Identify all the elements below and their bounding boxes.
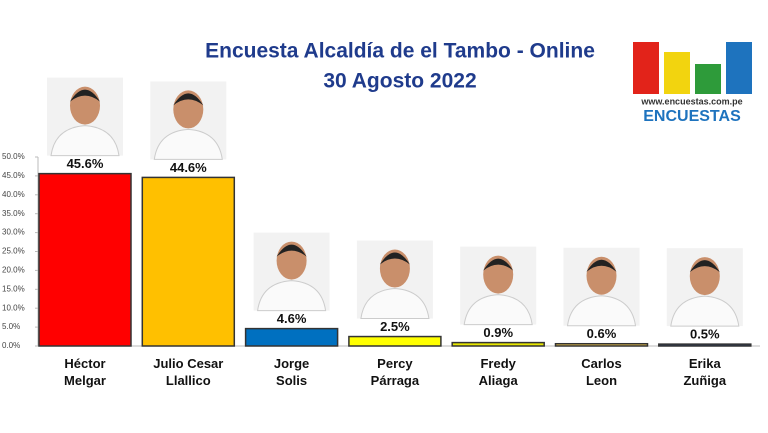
- shirt: [257, 280, 327, 312]
- logo-text: ENCUESTAS: [643, 108, 741, 125]
- hair: [379, 252, 410, 265]
- value-label: 0.6%: [587, 326, 617, 341]
- bar: [38, 172, 132, 347]
- shirt: [463, 294, 533, 326]
- x-tick-label: Carlos Leon: [581, 356, 622, 388]
- value-label: 0.5%: [690, 327, 720, 342]
- y-tick-label: 45.0%: [2, 171, 25, 180]
- candidate-photo: [460, 246, 537, 326]
- bar: [554, 342, 649, 347]
- y-tick-label: 10.0%: [2, 303, 25, 312]
- candidate-photo: [253, 232, 330, 312]
- shirt: [670, 295, 740, 327]
- x-tick-label: Héctor Melgar: [64, 356, 106, 388]
- bar: [658, 343, 752, 347]
- chart-title: Encuesta Alcaldía de el Tambo - Online: [205, 40, 595, 63]
- y-tick-label: 40.0%: [2, 190, 25, 199]
- y-tick-label: 0.0%: [2, 341, 20, 350]
- candidate-photo: [356, 240, 433, 320]
- shirt: [153, 128, 223, 160]
- hair: [70, 89, 100, 102]
- y-tick-label: 15.0%: [2, 284, 25, 293]
- candidate-photo: [47, 77, 123, 157]
- bar: [451, 341, 545, 347]
- shirt: [566, 295, 637, 327]
- value-label: 4.6%: [277, 311, 307, 326]
- hair: [483, 258, 514, 271]
- y-tick-label: 5.0%: [2, 322, 20, 331]
- y-tick-label: 35.0%: [2, 209, 25, 218]
- x-tick-label: Fredy Aliaga: [478, 356, 518, 388]
- shirt: [50, 125, 120, 157]
- hair: [689, 260, 720, 273]
- x-tick-label: Erika Zuñiga: [683, 356, 727, 388]
- candidate-photo: [666, 248, 743, 327]
- logo-url: www.encuestas.com.pe: [640, 96, 742, 106]
- y-tick-label: 20.0%: [2, 266, 25, 275]
- bar: [348, 335, 442, 347]
- candidate-photo: [563, 247, 640, 327]
- bar: [244, 327, 339, 347]
- x-tick-label: Jorge Solis: [273, 356, 310, 388]
- y-tick-label: 30.0%: [2, 228, 25, 237]
- chart-subtitle: 30 Agosto 2022: [323, 70, 476, 93]
- hair: [276, 244, 307, 257]
- value-label: 45.6%: [67, 156, 104, 171]
- hair: [173, 93, 204, 106]
- logo: www.encuestas.com.pe ENCUESTAS: [633, 42, 752, 125]
- shirt: [360, 288, 430, 320]
- x-tick-label: Julio Cesar Llallico: [153, 356, 224, 388]
- hair: [586, 259, 617, 272]
- value-label: 0.9%: [483, 325, 513, 340]
- x-tick-label: Percy Párraga: [370, 356, 420, 388]
- y-tick-label: 25.0%: [2, 247, 25, 256]
- bar: [141, 176, 236, 347]
- value-label: 2.5%: [380, 319, 410, 334]
- y-tick-label: 50.0%: [2, 152, 25, 161]
- candidate-photo: [150, 81, 227, 160]
- value-label: 44.6%: [170, 160, 207, 175]
